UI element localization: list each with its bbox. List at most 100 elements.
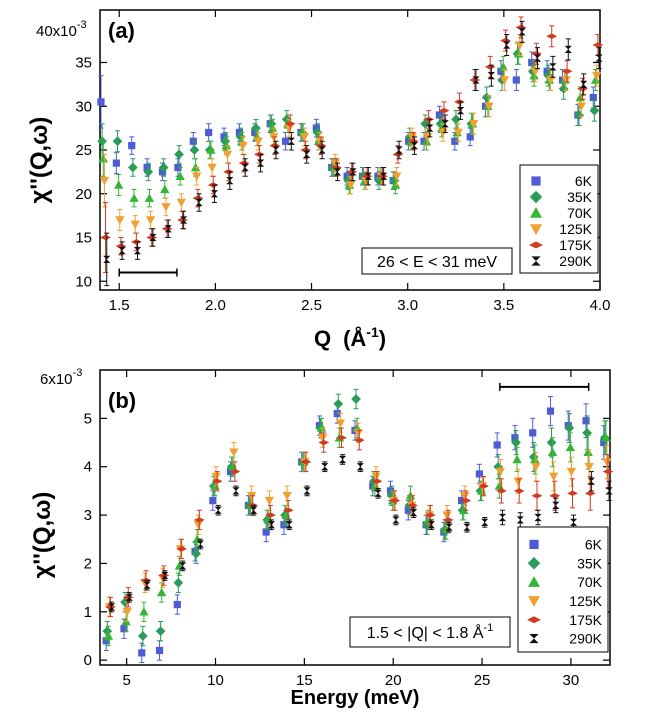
data-point xyxy=(176,198,187,208)
data-point xyxy=(272,146,280,154)
legend-label: 175K xyxy=(569,612,602,628)
data-point xyxy=(143,167,154,177)
data-point xyxy=(158,162,169,173)
data-point xyxy=(602,468,614,475)
panel-a-y-multiplier: 40x10-3 xyxy=(36,19,87,40)
x-tick-label: 1.5 xyxy=(109,297,130,314)
data-point xyxy=(345,181,356,190)
data-point xyxy=(515,24,527,31)
data-point xyxy=(232,487,240,495)
y-tick-label: 0 xyxy=(84,652,92,669)
legend-marker xyxy=(530,207,542,218)
data-point xyxy=(238,141,248,151)
data-point xyxy=(513,488,525,494)
data-point xyxy=(321,463,329,471)
legend-marker xyxy=(530,224,542,235)
data-point xyxy=(205,128,213,137)
data-point xyxy=(264,496,275,506)
legend-label: 70K xyxy=(577,574,603,590)
data-point xyxy=(484,102,494,111)
data-point xyxy=(353,437,365,443)
data-point xyxy=(356,463,364,471)
data-point xyxy=(253,137,263,146)
data-point xyxy=(549,63,557,71)
y-tick-label: 15 xyxy=(75,230,92,247)
panel-a-ticks: 1.5 2.0 2.5 3.0 3.5 4.0 10 15 20 25 30 35 xyxy=(75,10,610,314)
data-point xyxy=(300,459,312,465)
data-point xyxy=(214,506,222,514)
legend-label: 6K xyxy=(585,536,603,552)
data-point xyxy=(407,502,418,509)
data-point xyxy=(580,80,588,88)
data-point xyxy=(336,435,347,441)
data-point xyxy=(515,41,525,50)
data-point xyxy=(222,150,233,160)
data-point xyxy=(129,193,139,202)
data-point xyxy=(530,454,540,464)
data-point xyxy=(531,462,541,472)
data-point xyxy=(481,518,489,526)
data-point xyxy=(392,172,402,181)
x-tick-label: 10 xyxy=(207,672,224,689)
data-point xyxy=(193,521,203,530)
data-point xyxy=(558,83,569,94)
data-point xyxy=(191,548,201,559)
data-point xyxy=(220,136,231,147)
y-tick-label: 35 xyxy=(75,55,92,72)
data-point xyxy=(371,478,383,484)
data-point xyxy=(511,437,521,448)
legend-marker xyxy=(529,539,539,550)
data-point xyxy=(130,220,140,230)
data-point xyxy=(576,102,587,111)
data-point xyxy=(161,571,169,580)
data-point xyxy=(590,75,601,84)
data-point xyxy=(548,472,559,482)
panel-b-label: (b) xyxy=(108,388,136,413)
data-point xyxy=(592,42,604,48)
data-point xyxy=(512,454,522,464)
data-point xyxy=(125,593,133,601)
data-point xyxy=(545,76,556,85)
data-point xyxy=(564,423,575,433)
data-point xyxy=(561,76,571,85)
data-point xyxy=(160,184,170,194)
panel-b: 5 10 15 20 25 30 0 1 2 3 4 5 (b) 6x10-3 χ''(Q,ω) En… xyxy=(29,367,614,709)
data-point xyxy=(100,234,111,241)
data-point xyxy=(564,45,572,53)
data-point xyxy=(530,67,540,76)
panel-b-annotation: 1.5 < |Q| < 1.8 Å-1 xyxy=(367,622,494,642)
data-point xyxy=(209,496,217,505)
x-tick-label: 3.5 xyxy=(493,297,514,314)
data-point xyxy=(592,71,602,81)
legend-marker xyxy=(531,256,541,266)
data-point xyxy=(351,394,361,404)
data-point xyxy=(211,472,221,482)
data-point xyxy=(139,607,149,616)
data-point xyxy=(115,216,125,225)
data-point xyxy=(281,137,290,145)
data-point xyxy=(303,150,311,158)
data-point xyxy=(475,470,483,478)
data-point xyxy=(595,54,603,62)
data-point xyxy=(207,163,217,173)
x-tick-label: 5 xyxy=(122,672,130,689)
data-point xyxy=(161,203,171,212)
panel-a-label: (a) xyxy=(108,18,135,43)
data-point xyxy=(118,247,126,255)
data-point xyxy=(529,429,537,437)
y-tick-label: 5 xyxy=(84,410,92,427)
legend-label: 290K xyxy=(569,631,602,647)
data-point xyxy=(493,441,501,449)
legend-label: 175K xyxy=(559,237,592,253)
data-point xyxy=(173,600,181,609)
data-point xyxy=(529,70,539,80)
data-point xyxy=(174,149,184,160)
legend-marker xyxy=(531,176,541,186)
data-point xyxy=(424,512,436,518)
panel-a-annotation-box xyxy=(361,247,513,275)
legend-label: 125K xyxy=(569,593,602,609)
data-point xyxy=(105,604,116,610)
panel-b-data-marks xyxy=(102,382,614,664)
legend-label: 125K xyxy=(559,221,592,237)
